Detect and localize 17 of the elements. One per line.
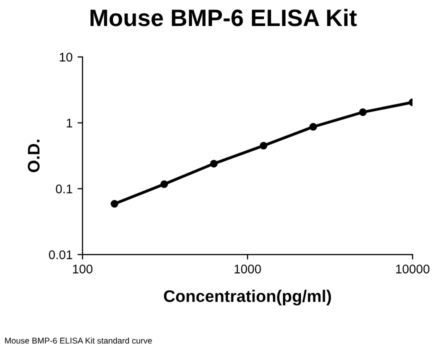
point [359, 108, 367, 116]
point [160, 180, 168, 188]
x-tick-label: 10000 [396, 264, 430, 274]
y-tick-label: 0.01 [48, 250, 72, 260]
y-axis-title: O.D. [28, 140, 40, 172]
y-tick-label: 1 [66, 118, 72, 128]
point [309, 122, 318, 131]
x-tick-label: 100 [73, 264, 92, 274]
y-tick-label: 10 [60, 52, 72, 62]
x-tick-label: 1000 [234, 264, 261, 274]
text: Mouse BMP-6 ELISA Kit standard curve [5, 338, 152, 344]
point [110, 200, 118, 208]
x-axis-title: Concentration(pg/ml) [164, 290, 331, 306]
chart-title: Mouse BMP-6 ELISA Kit [90, 8, 357, 26]
y-tick-label: 0.1 [56, 184, 72, 194]
point [260, 142, 268, 150]
point [210, 160, 218, 168]
